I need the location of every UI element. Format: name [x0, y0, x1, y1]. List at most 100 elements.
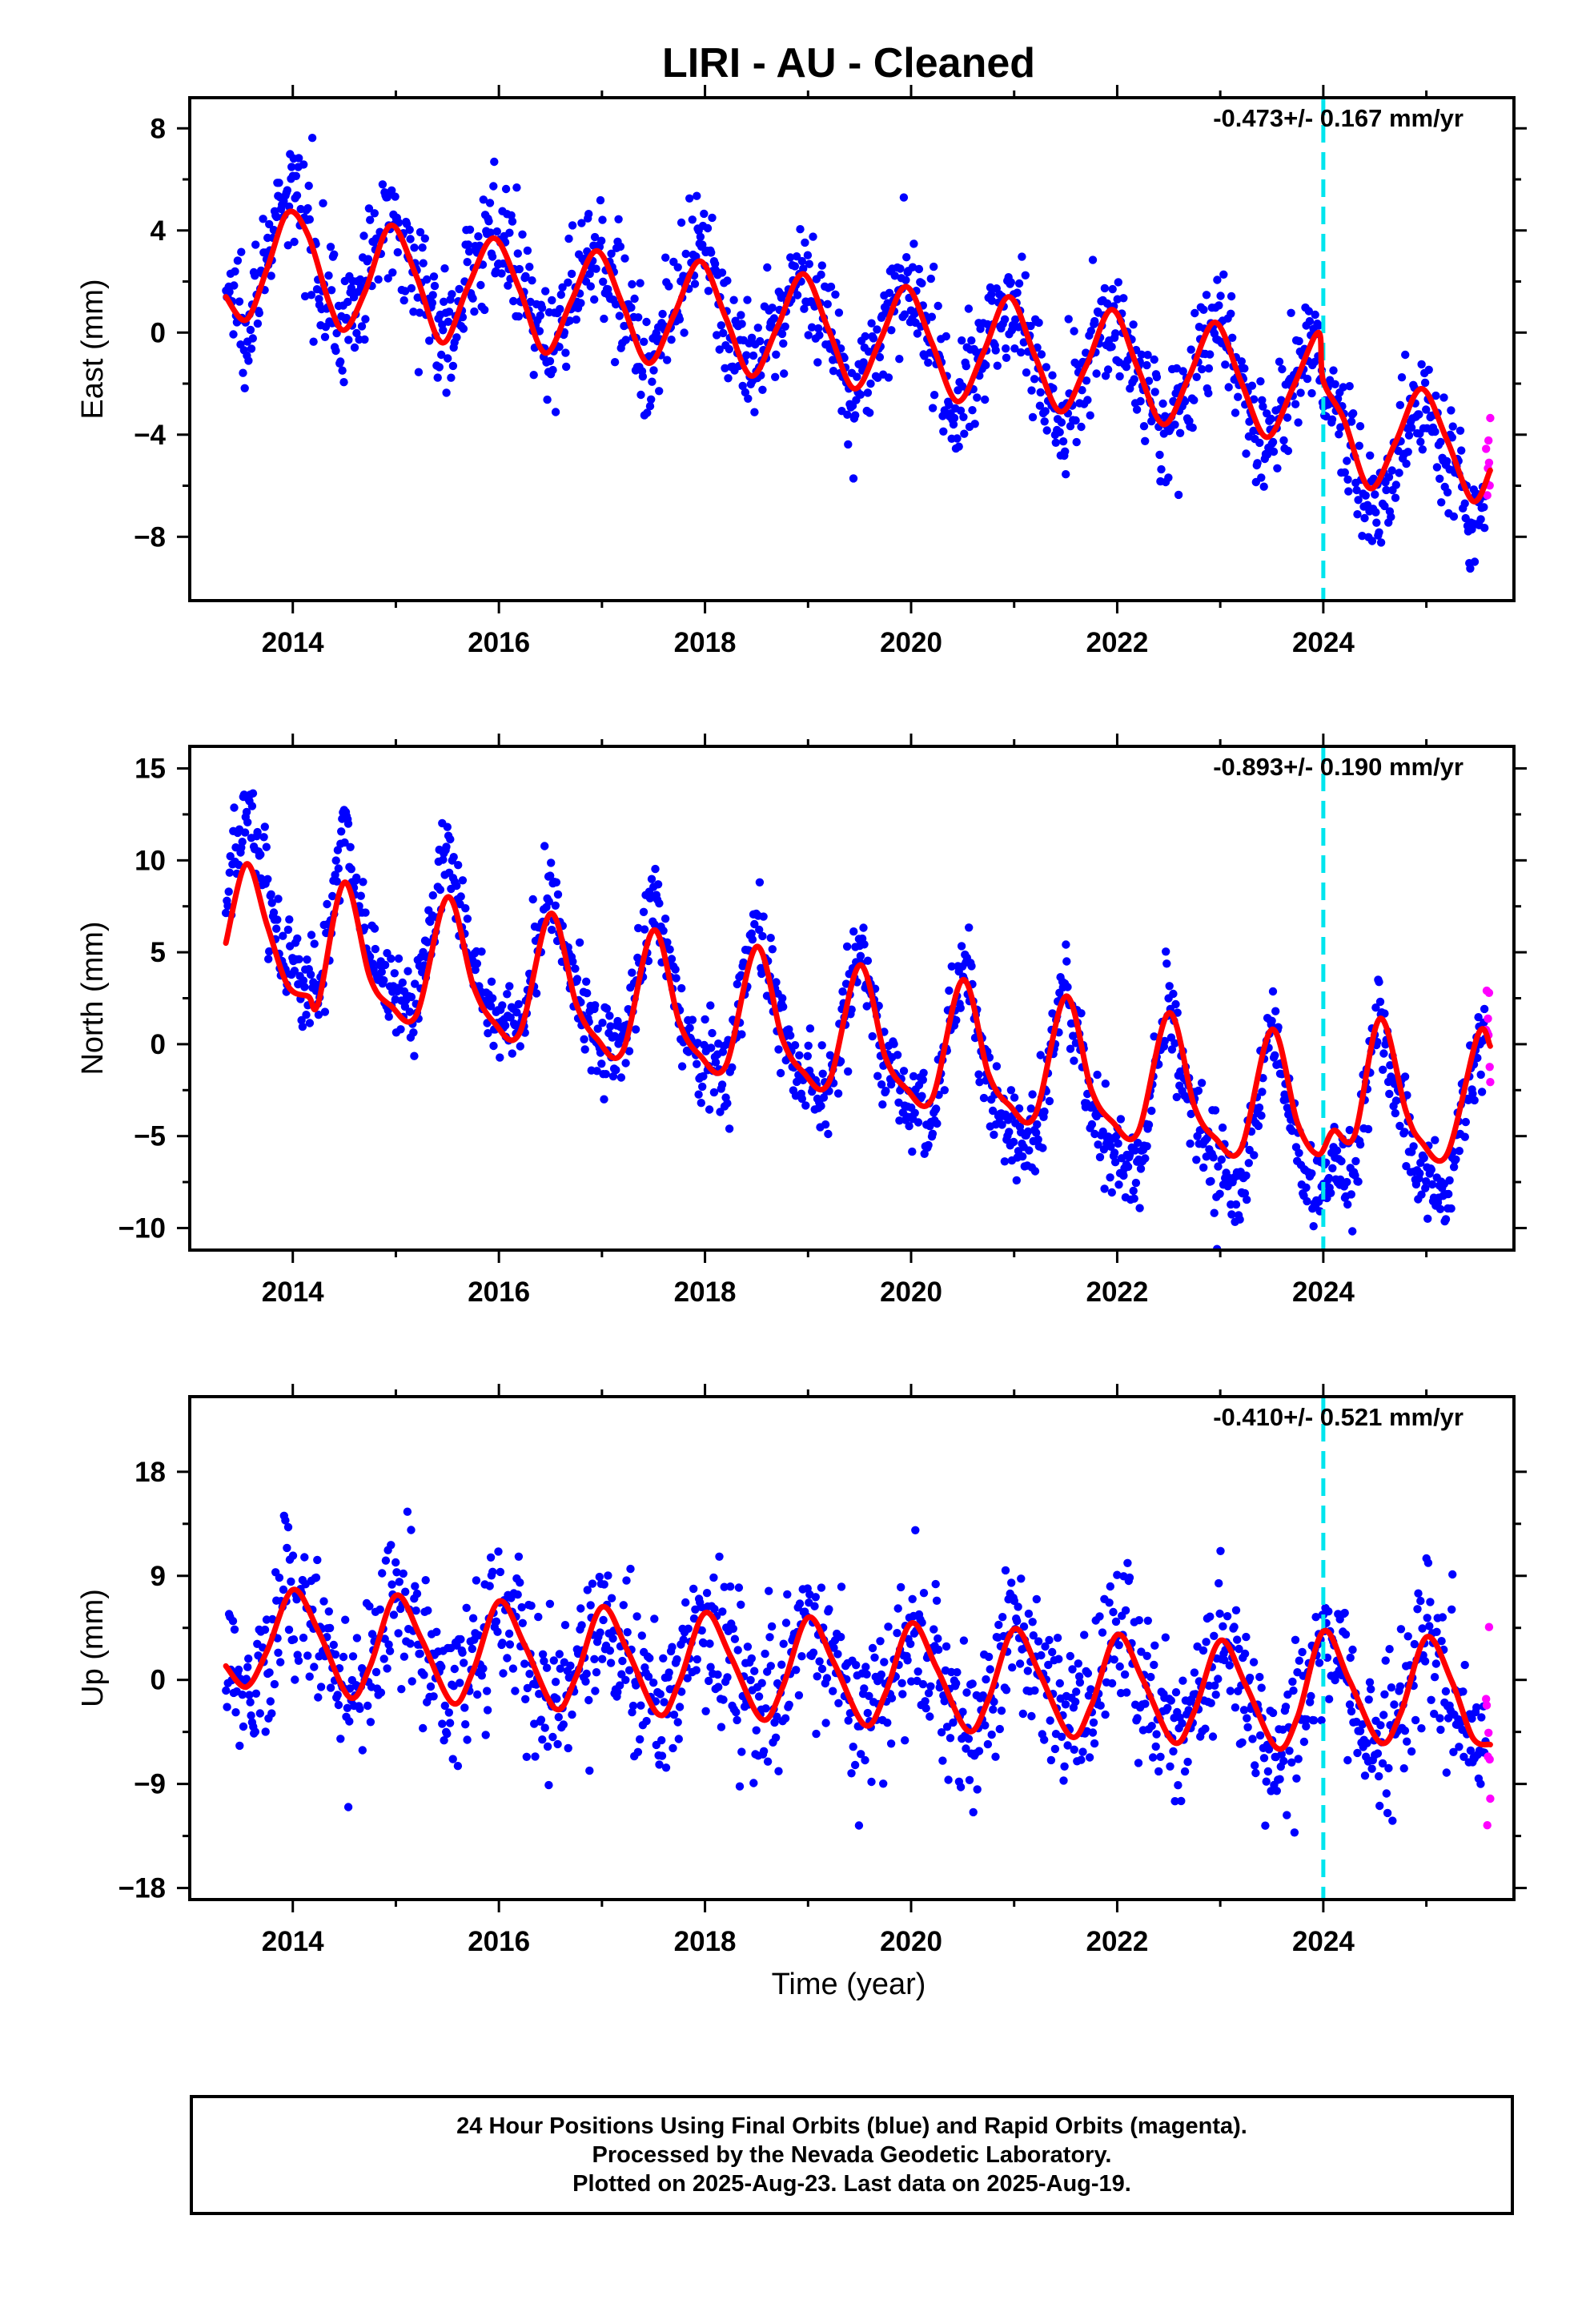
final-orbit-point	[343, 819, 353, 828]
final-orbit-point	[1436, 1725, 1445, 1735]
final-orbit-point	[1470, 557, 1480, 566]
final-orbit-point	[596, 1628, 604, 1637]
final-orbit-point	[785, 1700, 793, 1709]
final-orbit-point	[288, 1551, 298, 1560]
final-orbit-point	[481, 1731, 490, 1739]
final-orbit-point	[956, 406, 966, 415]
final-orbit-point	[979, 1093, 989, 1103]
final-orbit-point	[1387, 513, 1395, 521]
final-orbit-point	[1460, 499, 1469, 508]
y-tick-label: −18	[118, 1873, 166, 1904]
final-orbit-point	[1158, 399, 1167, 408]
final-orbit-point	[1014, 279, 1024, 288]
final-orbit-point	[412, 1589, 422, 1598]
final-orbit-point	[1353, 510, 1362, 519]
final-orbit-point	[821, 1719, 830, 1727]
final-orbit-point	[580, 1035, 588, 1044]
final-orbit-point	[771, 372, 780, 381]
final-orbit-point	[523, 246, 532, 255]
final-orbit-point	[1447, 433, 1457, 442]
final-orbit-point	[616, 1681, 624, 1690]
final-orbit-point	[692, 1666, 701, 1675]
final-orbit-point	[1456, 426, 1465, 435]
final-orbit-point	[440, 1701, 449, 1711]
final-orbit-point	[621, 1675, 630, 1684]
final-orbit-point	[1435, 1714, 1444, 1723]
final-orbit-point	[1002, 344, 1010, 353]
final-orbit-point	[448, 361, 458, 371]
final-orbit-point	[1341, 1630, 1351, 1639]
final-orbit-point	[303, 1651, 312, 1660]
final-orbit-point	[463, 915, 472, 923]
final-orbit-point	[949, 1718, 958, 1727]
final-orbit-point	[1198, 364, 1207, 374]
final-orbit-point	[1106, 1173, 1114, 1182]
final-orbit-point	[476, 280, 485, 290]
final-orbit-point	[313, 1555, 322, 1565]
final-orbit-point	[804, 331, 813, 340]
final-orbit-point	[247, 344, 256, 353]
final-orbit-point	[1355, 1140, 1365, 1149]
final-orbit-point	[299, 160, 308, 169]
final-orbit-point	[1051, 438, 1061, 447]
final-orbit-point	[443, 1729, 452, 1739]
final-orbit-point	[600, 1095, 608, 1104]
final-orbit-point	[715, 1552, 724, 1562]
final-orbit-point	[596, 195, 605, 205]
final-orbit-point	[1255, 438, 1264, 448]
final-orbit-point	[755, 878, 765, 887]
final-orbit-point	[1480, 503, 1488, 512]
final-orbit-point	[303, 955, 311, 964]
final-orbit-point	[1420, 1657, 1430, 1666]
final-orbit-point	[1375, 528, 1383, 537]
final-orbit-point	[958, 382, 967, 391]
final-orbit-point	[1034, 318, 1043, 328]
final-orbit-point	[1358, 532, 1367, 541]
final-orbit-point	[283, 1522, 293, 1532]
final-orbit-point	[423, 938, 432, 947]
final-orbit-point	[1299, 1737, 1309, 1747]
final-orbit-point	[1295, 1148, 1303, 1158]
final-orbit-point	[512, 1008, 521, 1017]
x-axis: 2014 2016 2018 2020 2022 2024	[262, 85, 1428, 658]
final-orbit-point	[262, 842, 271, 851]
final-orbit-point	[1336, 1175, 1345, 1184]
final-orbit-point	[805, 1024, 815, 1033]
final-orbit-point	[932, 1596, 942, 1606]
final-orbit-points	[222, 134, 1490, 573]
final-orbit-point	[367, 1630, 377, 1638]
final-orbit-point	[1242, 449, 1251, 458]
final-orbit-point	[474, 232, 483, 241]
final-orbit-point	[1013, 288, 1022, 297]
final-orbit-point	[398, 978, 407, 987]
final-orbit-point	[529, 371, 538, 380]
final-orbit-point	[698, 1082, 707, 1092]
final-orbit-point	[394, 954, 404, 963]
final-orbit-point	[1216, 1546, 1225, 1556]
final-orbit-point	[1379, 1065, 1387, 1075]
final-orbit-point	[717, 321, 725, 330]
final-orbit-point	[1217, 1155, 1227, 1164]
final-orbit-point	[1309, 1222, 1318, 1231]
final-orbit-point	[567, 269, 576, 279]
final-orbit-point	[452, 333, 461, 342]
final-orbit-point	[1242, 1171, 1251, 1180]
final-orbit-point	[863, 1708, 873, 1718]
final-orbit-point	[239, 1722, 248, 1731]
final-orbit-point	[1030, 1686, 1039, 1695]
final-orbit-point	[837, 1582, 846, 1591]
final-orbit-point	[1114, 1180, 1123, 1189]
final-orbit-point	[707, 1043, 716, 1052]
final-orbit-point	[444, 308, 454, 316]
final-orbit-point	[1461, 1117, 1471, 1127]
final-orbit-point	[1224, 383, 1233, 392]
final-orbit-point	[226, 852, 235, 861]
final-orbit-point	[988, 1106, 998, 1116]
final-orbit-point	[1449, 512, 1459, 521]
final-orbit-point	[508, 1664, 518, 1673]
final-orbit-point	[1474, 1013, 1483, 1022]
final-orbit-point	[1477, 1088, 1487, 1096]
final-orbit-point	[496, 1567, 505, 1577]
final-orbit-point	[400, 287, 410, 296]
